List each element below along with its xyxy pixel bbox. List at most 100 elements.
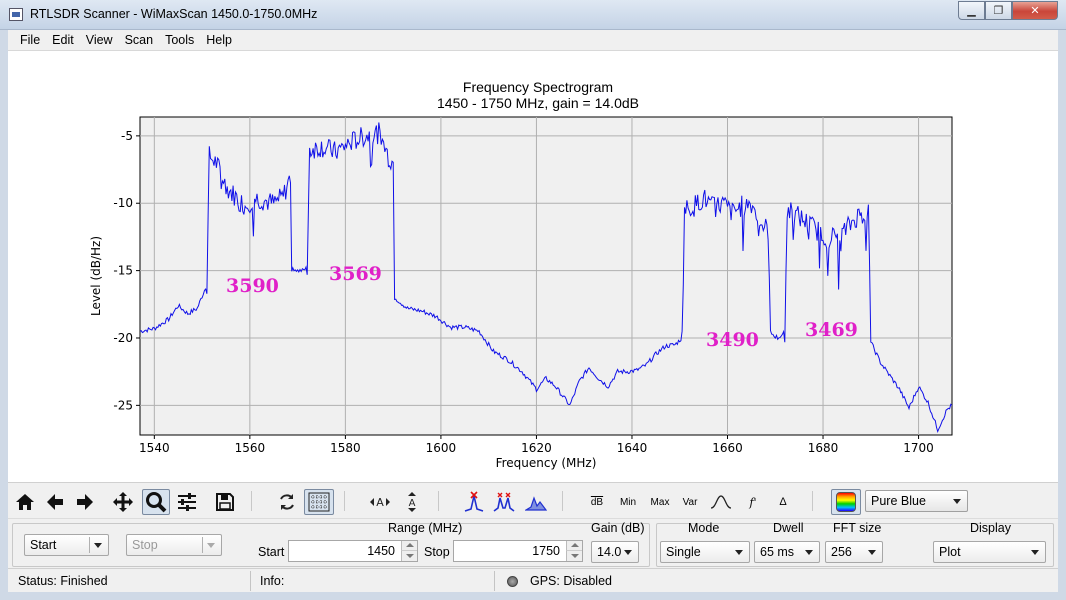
configure-subplots-button[interactable] (174, 489, 200, 515)
back-button[interactable] (42, 489, 68, 515)
start-button[interactable]: Start (24, 534, 109, 556)
diff-button[interactable]: f' (749, 495, 757, 509)
status-text: Status: Finished (18, 574, 108, 588)
plot-area (139, 116, 953, 436)
max-button[interactable]: Max (650, 496, 670, 508)
overlay-label-3569: 3569 (329, 263, 382, 285)
min-button[interactable]: Min (619, 496, 637, 508)
stop-freq-input[interactable]: 1750 (453, 540, 583, 562)
chevron-down-icon (207, 543, 215, 548)
grid-icon (308, 492, 330, 512)
menu-bar: File Edit View Scan Tools Help (8, 30, 1058, 51)
chevron-down-icon (94, 543, 102, 548)
app-icon (9, 8, 23, 21)
range-label: Range (MHz) (388, 521, 463, 535)
svg-text:A: A (409, 498, 416, 509)
save-icon (216, 493, 234, 511)
delta-button[interactable]: Δ (779, 496, 787, 508)
maximize-button[interactable]: ❐ (985, 1, 1012, 20)
y-tick-label: -10 (113, 196, 133, 210)
stop-button[interactable]: Stop (126, 534, 222, 556)
pan-button[interactable] (110, 489, 136, 515)
menu-help[interactable]: Help (206, 33, 232, 47)
peaks-icon (493, 492, 515, 512)
forward-button[interactable] (72, 489, 98, 515)
y-tick-label: -5 (121, 129, 133, 143)
chevron-down-icon (805, 550, 813, 555)
home-button[interactable] (12, 489, 38, 515)
fill-button[interactable] (524, 489, 548, 515)
menu-edit[interactable]: Edit (52, 33, 74, 47)
toolbar-separator (251, 491, 252, 511)
auto-range-y-button[interactable]: A (400, 489, 424, 515)
smooth-button[interactable] (708, 489, 734, 515)
save-button[interactable] (212, 489, 238, 515)
smooth-icon (710, 495, 732, 509)
settings-group (656, 523, 1054, 567)
fill-icon (525, 496, 547, 511)
auto-range-x-button[interactable]: A (368, 489, 392, 515)
menu-scan[interactable]: Scan (124, 33, 154, 47)
x-tick-label: 1540 (139, 441, 170, 455)
colour-map-select[interactable]: Pure Blue (865, 490, 968, 512)
db-button[interactable]: dB (590, 496, 604, 508)
menu-tools[interactable]: Tools (165, 33, 195, 47)
mode-value: Single (666, 545, 701, 559)
toolbar-separator (344, 491, 345, 511)
mode-select[interactable]: Single (660, 541, 750, 563)
split-divider (202, 537, 203, 553)
menu-file[interactable]: File (20, 33, 41, 47)
spectrum-chart[interactable]: 1540 1560 1580 1600 1620 1640 1660 1680 1700 -25 -… (8, 51, 1058, 482)
start-freq-value: 1450 (367, 544, 395, 558)
fft-size-value: 256 (831, 545, 852, 559)
spin-up-icon[interactable] (566, 541, 582, 551)
fft-size-label: FFT size (833, 521, 882, 535)
svg-text:A: A (376, 496, 384, 509)
gain-value: 14.0 (597, 545, 622, 559)
peak-button[interactable] (462, 489, 486, 515)
var-button[interactable]: Var (682, 496, 698, 508)
x-tick-label: 1700 (903, 441, 934, 455)
colour-map-value: Pure Blue (871, 494, 926, 508)
zoom-button[interactable] (142, 489, 170, 515)
home-icon (16, 494, 34, 510)
close-button[interactable]: ✕ (1012, 1, 1058, 20)
fft-size-select[interactable]: 256 (825, 541, 883, 563)
display-label: Display (970, 521, 1011, 535)
plot-canvas[interactable]: Frequency Spectrogram 1450 - 1750 MHz, g… (8, 51, 1058, 482)
peak-icon (464, 491, 484, 512)
overlay-label-3490: 3490 (706, 329, 759, 351)
menu-view[interactable]: View (85, 33, 113, 47)
gain-select[interactable]: 14.0 (591, 541, 639, 563)
x-tick-label: 1580 (330, 441, 361, 455)
gps-text: GPS: Disabled (530, 574, 612, 588)
dwell-label: Dwell (773, 521, 804, 535)
pan-icon (113, 492, 133, 512)
colour-map-icon (836, 492, 856, 512)
auto-range-y-icon: A (408, 492, 416, 512)
gain-label: Gain (dB) (591, 521, 645, 535)
back-icon (47, 494, 63, 510)
start-freq-input[interactable]: 1450 (288, 540, 418, 562)
start-freq-label: Start (258, 545, 285, 559)
display-select[interactable]: Plot (933, 541, 1046, 563)
colour-map-button[interactable] (831, 489, 861, 515)
refresh-button[interactable] (274, 489, 300, 515)
status-divider (250, 571, 251, 591)
x-tick-label: 1620 (521, 441, 552, 455)
grid-toggle-button[interactable] (304, 489, 334, 515)
chevron-down-icon (1031, 550, 1039, 555)
spin-down-icon[interactable] (401, 551, 417, 561)
status-bar: Status: Finished Info: GPS: Disabled (8, 568, 1058, 592)
minimize-icon: ▁ (967, 5, 976, 17)
spin-down-icon[interactable] (566, 551, 582, 561)
info-text: Info: (260, 574, 285, 588)
toolbar-separator (438, 491, 439, 511)
spin-up-icon[interactable] (401, 541, 417, 551)
minimize-button[interactable]: ▁ (958, 1, 985, 20)
mode-label: Mode (688, 521, 720, 535)
y-axis-label: Level (dB/Hz) (89, 236, 103, 316)
dwell-select[interactable]: 65 ms (754, 541, 820, 563)
peaks-button[interactable] (492, 489, 516, 515)
configure-subplots-icon (178, 493, 196, 511)
